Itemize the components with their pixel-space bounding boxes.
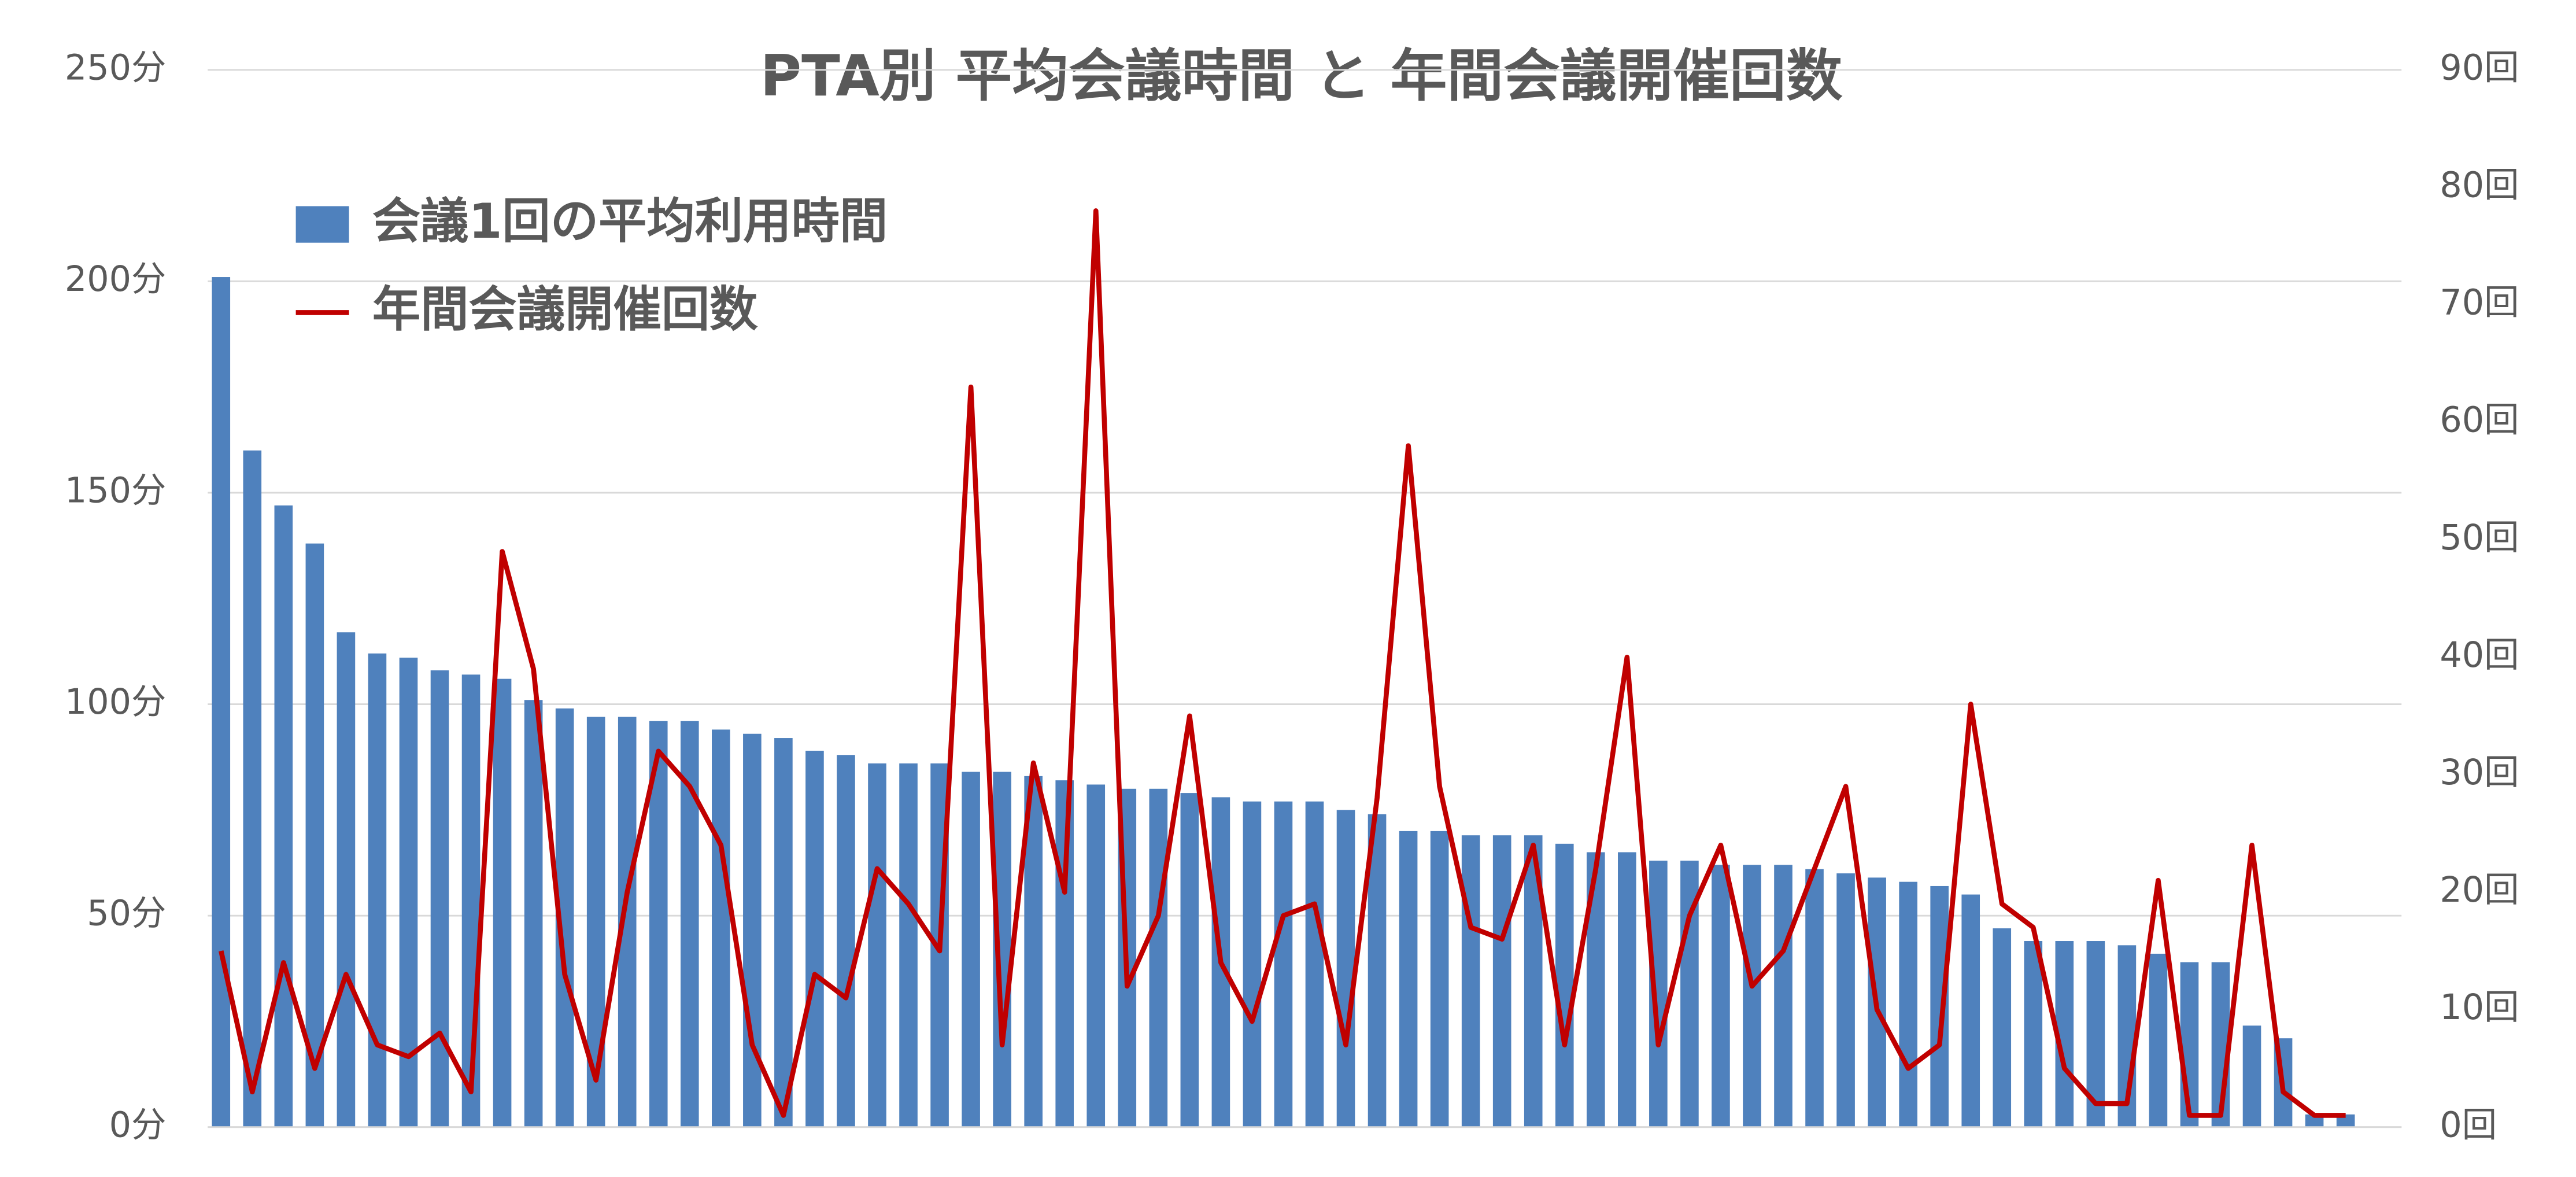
bar [1086, 784, 1106, 1127]
bar [1712, 865, 1730, 1127]
y2-tick-label: 70回 [2440, 283, 2519, 323]
bar [805, 750, 824, 1127]
bar [1555, 843, 1574, 1127]
y-tick-label: 50分 [87, 894, 166, 934]
bar [1274, 801, 1293, 1127]
bar [493, 678, 512, 1127]
bar [1243, 801, 1262, 1127]
bar [1055, 780, 1074, 1127]
bar [774, 738, 793, 1127]
bar [868, 763, 886, 1127]
chart-title: PTA別 平均会議時間 と 年間会議開催回数 [760, 43, 1843, 109]
bar [1836, 873, 1855, 1127]
y2-tick-label: 10回 [2440, 987, 2519, 1028]
bar [399, 658, 418, 1127]
y-tick-label: 0分 [109, 1105, 167, 1145]
y2-tick-label: 20回 [2440, 870, 2519, 910]
bar [305, 543, 324, 1127]
bar [1399, 831, 1418, 1127]
legend-swatch [295, 206, 349, 243]
bar [712, 729, 730, 1127]
bar [1149, 788, 1168, 1127]
bar [524, 700, 543, 1127]
legend-label: 会議1回の平均利用時間 [372, 193, 888, 249]
bar [1899, 881, 1917, 1127]
line [219, 208, 2346, 1118]
bar [837, 755, 855, 1127]
bar [368, 653, 387, 1127]
bar [1305, 801, 1324, 1127]
bar [1805, 869, 1824, 1127]
bar [743, 733, 762, 1127]
bar [1430, 831, 1449, 1127]
bar [1461, 835, 1480, 1127]
y-tick-label: 250分 [65, 47, 167, 88]
bar [1368, 814, 1387, 1127]
y2-tick-label: 90回 [2440, 47, 2519, 88]
bar [962, 772, 980, 1127]
bar [1993, 928, 2012, 1127]
bar [1961, 894, 1980, 1127]
y2-tick-label: 80回 [2440, 165, 2519, 205]
bar [1492, 835, 1511, 1127]
bar [274, 505, 293, 1127]
bar [430, 670, 449, 1127]
y2-tick-label: 30回 [2440, 752, 2519, 793]
bar [1618, 852, 1636, 1127]
y2-tick-label: 0回 [2440, 1105, 2497, 1145]
y-tick-label: 100分 [65, 682, 167, 722]
bar [1743, 865, 1761, 1127]
y-tick-label: 150分 [65, 471, 167, 511]
y2-tick-label: 50回 [2440, 518, 2519, 558]
bar [1774, 865, 1793, 1127]
y-tick-label: 200分 [65, 259, 167, 300]
bar [2149, 953, 2168, 1127]
bar [2242, 1025, 2261, 1127]
bar [2024, 941, 2043, 1127]
bar [1930, 885, 1949, 1127]
bar [899, 763, 918, 1127]
bar [212, 277, 231, 1127]
bar [243, 450, 262, 1127]
y2-tick-label: 40回 [2440, 635, 2519, 676]
bar [337, 632, 356, 1127]
y2-tick-label: 60回 [2440, 400, 2519, 441]
legend-label: 年間会議開催回数 [372, 281, 758, 337]
bar [1180, 793, 1199, 1127]
bar [1336, 810, 1355, 1127]
